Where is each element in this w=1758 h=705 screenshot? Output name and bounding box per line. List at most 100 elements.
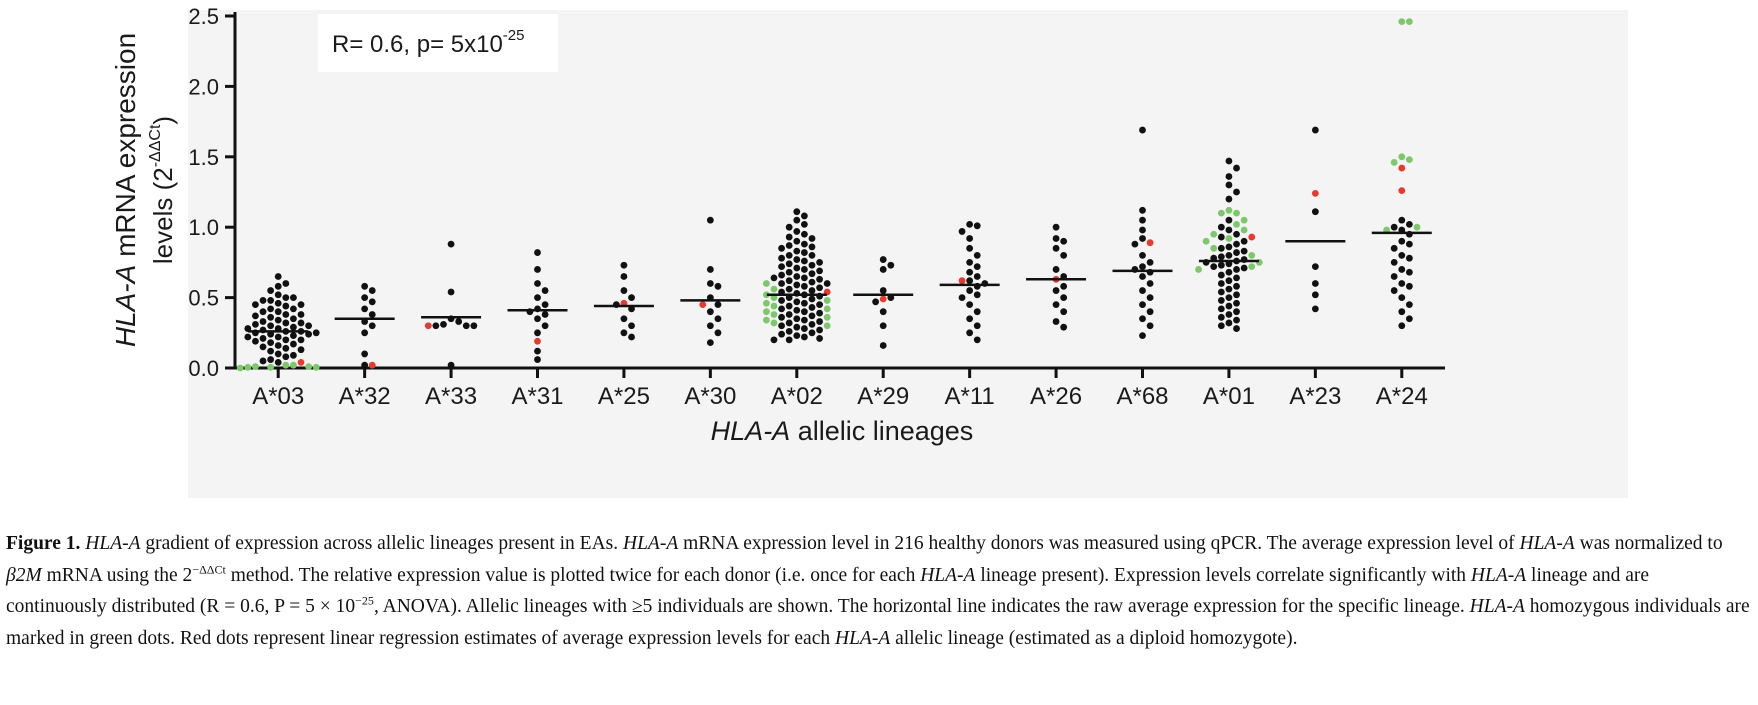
data-point-black [361, 294, 369, 301]
data-point-black [1139, 235, 1146, 242]
data-point-black [1225, 181, 1233, 189]
data-point-black [1405, 315, 1413, 323]
data-point-black [252, 312, 259, 320]
data-point-black [800, 333, 808, 341]
data-point-black [447, 240, 455, 248]
caption-text: homozygous individuals are marked in gre… [6, 596, 1750, 649]
data-point-black [541, 311, 549, 318]
data-point-black [1139, 263, 1146, 271]
data-point-black [1398, 322, 1406, 330]
x-tick-label: A*29 [857, 383, 909, 410]
data-point-black [793, 298, 801, 306]
data-point-black [368, 322, 376, 330]
data-point-green [823, 305, 831, 313]
data-point-black [1052, 301, 1060, 309]
data-point-black [1311, 280, 1319, 287]
data-point-black [274, 333, 282, 341]
data-point-black [1060, 294, 1068, 301]
data-point-green [1398, 153, 1406, 161]
data-point-black [1405, 268, 1413, 276]
data-point-black [816, 301, 823, 309]
data-point-black [1146, 280, 1154, 287]
data-point-black [778, 244, 785, 252]
data-point-black [770, 336, 778, 344]
data-point-black [714, 315, 722, 323]
data-point-black [447, 288, 455, 296]
data-point-green [770, 311, 778, 318]
data-point-black [879, 287, 887, 294]
data-point-black [1225, 251, 1233, 259]
data-point-red [1146, 239, 1154, 247]
data-point-black [628, 333, 635, 341]
data-point-black [785, 277, 793, 285]
data-point-black [793, 237, 801, 245]
data-point-black [620, 329, 628, 337]
data-point-black [966, 329, 974, 337]
caption-italic: β2M [6, 564, 42, 586]
data-point-black [808, 304, 816, 311]
data-point-black [1398, 237, 1406, 245]
expression-dot-plot: R= 0.6, p= 5x10-25 HLA-A mRNA expression… [110, 4, 1628, 498]
data-point-black [800, 257, 808, 265]
data-point-black [785, 268, 793, 276]
data-point-black [879, 342, 887, 349]
data-point-black [1311, 208, 1319, 216]
figure-panel: R= 0.6, p= 5x10-25 HLA-A mRNA expression… [110, 4, 1628, 498]
data-point-black [1052, 223, 1060, 231]
data-point-black [1311, 305, 1319, 313]
x-tick-label: A*68 [1116, 383, 1168, 410]
data-point-black [1131, 240, 1139, 248]
data-point-black [267, 313, 275, 321]
data-point-green [312, 363, 320, 371]
data-point-black [966, 259, 974, 266]
data-point-black [259, 343, 267, 351]
data-point-black [290, 340, 297, 348]
data-point-green [1240, 226, 1248, 234]
data-point-black [368, 298, 376, 306]
data-point-black [620, 273, 628, 280]
data-point-black [706, 266, 714, 273]
data-point-black [259, 308, 267, 316]
data-point-black [534, 347, 541, 355]
data-point-black [793, 228, 801, 235]
data-point-black [714, 282, 722, 290]
data-point-black [1146, 308, 1154, 316]
data-point-green [1405, 156, 1413, 164]
data-point-black [534, 266, 541, 273]
data-point-black [534, 329, 541, 337]
data-point-black [706, 280, 714, 287]
data-point-black [800, 220, 808, 228]
x-tick-label: A*33 [425, 383, 477, 410]
data-point-black [808, 287, 816, 294]
data-point-black [628, 294, 635, 301]
data-point-black [1217, 297, 1225, 304]
data-point-black [785, 251, 793, 259]
data-point-black [1210, 263, 1218, 271]
caption-text: gradient of expression across allelic li… [140, 533, 623, 554]
x-tick-label: A*24 [1376, 383, 1428, 410]
data-point-black [785, 311, 793, 318]
data-point-black [1390, 223, 1398, 231]
data-point-black [290, 305, 297, 313]
data-point-black [1225, 277, 1233, 285]
data-point-black [1225, 319, 1233, 327]
data-point-black [785, 336, 793, 344]
data-point-black [808, 251, 816, 259]
stat-annotation: R= 0.6, p= 5x10-25 [332, 27, 524, 58]
data-point-black [282, 344, 290, 352]
data-point-black [259, 335, 267, 342]
data-point-black [1225, 243, 1233, 251]
data-point-green [305, 363, 313, 370]
data-point-black [534, 280, 541, 287]
data-point-black [706, 216, 714, 224]
data-point-black [361, 350, 369, 358]
y-tick-label: 0.5 [188, 286, 219, 311]
data-point-black [290, 351, 297, 359]
data-point-black [1217, 271, 1225, 279]
data-point-black [1405, 282, 1413, 290]
x-tick-label: A*23 [1289, 383, 1341, 410]
data-point-black [282, 280, 290, 287]
data-point-black [1405, 254, 1413, 262]
data-point-black [1233, 164, 1240, 172]
data-point-black [1217, 233, 1225, 241]
